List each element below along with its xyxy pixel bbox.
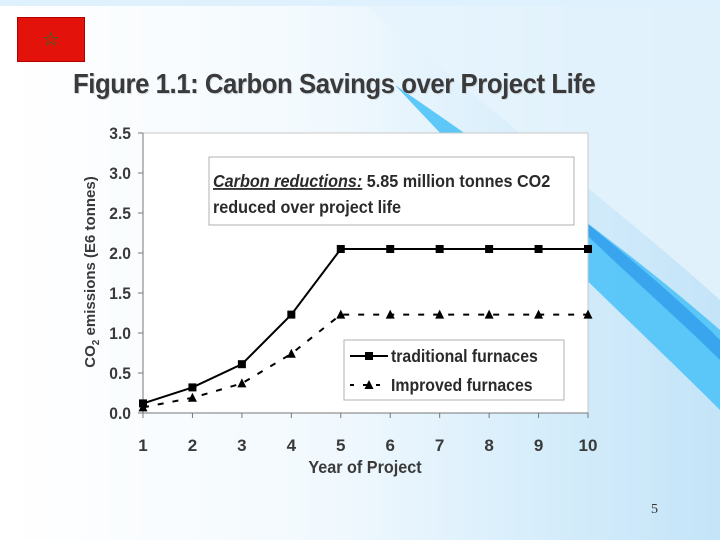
x-tick-label: 4 <box>287 436 297 455</box>
x-tick-label: 3 <box>237 436 246 455</box>
data-point-triangle <box>484 309 494 319</box>
data-point-triangle <box>187 392 197 402</box>
y-tick-label: 2.5 <box>109 204 131 223</box>
slide-title: Figure 1.1: Carbon Savings over Project … <box>73 68 596 99</box>
data-point-triangle <box>583 309 593 319</box>
x-tick-label: 8 <box>484 436 493 455</box>
data-point-square <box>237 360 246 369</box>
data-point-square <box>435 245 444 253</box>
y-tick-label: 1.5 <box>109 284 131 303</box>
data-point-square <box>336 245 345 253</box>
x-tick-label: 5 <box>336 436 345 455</box>
data-point-square <box>485 245 494 253</box>
x-tick-label: 9 <box>534 436 543 455</box>
data-point-triangle <box>286 348 296 358</box>
morocco-flag-icon: ☆ <box>17 17 85 62</box>
x-tick-label: 7 <box>435 436 444 455</box>
series-line-1 <box>142 313 588 409</box>
legend-marker-triangle <box>364 380 374 389</box>
y-tick-label: 0.5 <box>109 364 131 383</box>
x-tick-label: 6 <box>385 436 394 455</box>
y-tick-label: 3.5 <box>109 124 131 143</box>
annotation-box <box>208 156 575 226</box>
annotation-line-1: Carbon reductions: 5.85 million tonnes C… <box>213 171 550 191</box>
data-point-square <box>386 245 395 253</box>
x-tick-label: 1 <box>138 436 147 455</box>
data-point-square <box>287 310 296 319</box>
data-point-triangle <box>237 378 247 388</box>
data-point-triangle <box>336 309 346 319</box>
legend-label: traditional furnaces <box>391 346 538 366</box>
data-point-triangle <box>138 402 148 412</box>
data-point-square <box>534 245 543 253</box>
y-axis-title: CO2 emissions (E6 tonnes) <box>82 176 102 367</box>
data-point-triangle <box>385 309 395 319</box>
y-tick-label: 1.0 <box>109 324 131 343</box>
data-point-square <box>188 383 197 392</box>
annotation-line-2: reduced over project life <box>213 197 401 217</box>
data-point-triangle <box>435 309 445 319</box>
y-tick-label: 3.0 <box>109 164 131 183</box>
x-tick-label: 10 <box>579 436 598 455</box>
x-tick-label: 2 <box>188 436 197 455</box>
page-number: 5 <box>651 502 658 517</box>
x-axis-title: Year of Project <box>308 457 422 477</box>
legend-marker-square <box>365 352 373 360</box>
y-tick-label: 0.0 <box>109 404 131 423</box>
legend-label: Improved furnaces <box>391 375 533 395</box>
legend-box <box>343 339 565 401</box>
series-line-0 <box>142 248 588 405</box>
data-point-square <box>584 245 592 253</box>
flag-star-icon: ☆ <box>42 27 60 51</box>
data-point-triangle <box>534 309 544 319</box>
y-tick-label: 2.0 <box>109 244 131 263</box>
